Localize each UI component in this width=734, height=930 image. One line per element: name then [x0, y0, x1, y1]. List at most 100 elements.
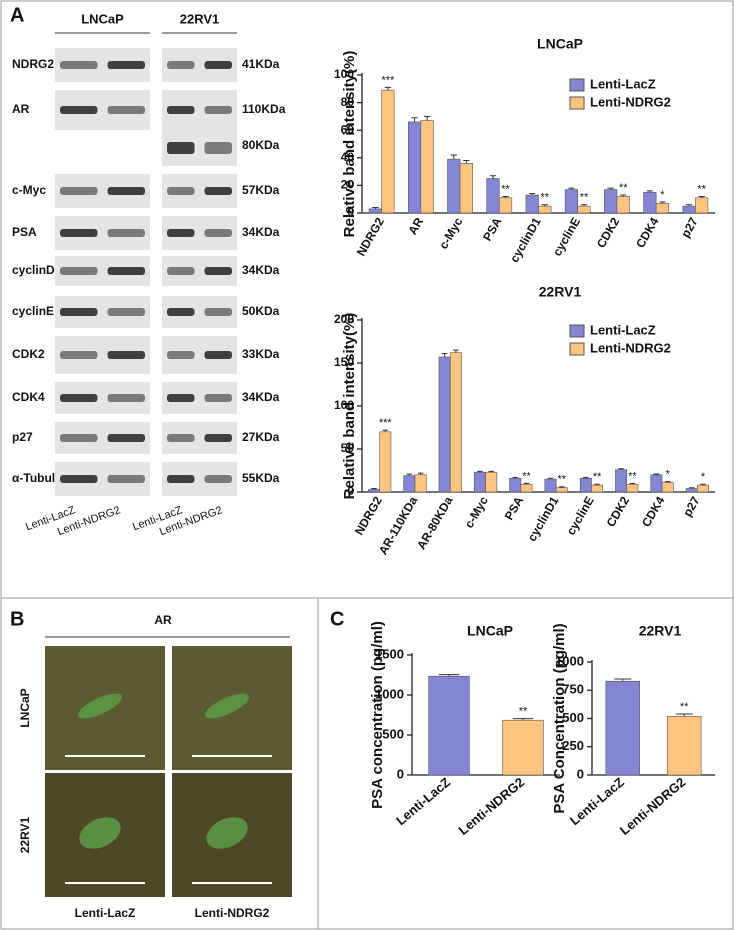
- error-bar: [512, 718, 534, 721]
- significance: **: [501, 183, 510, 195]
- micro-row-label: LNCaP: [18, 688, 32, 727]
- size-label: 27KDa: [242, 430, 280, 444]
- x-tick-label: Lenti-LacZ: [567, 774, 627, 828]
- error-bar: [582, 476, 589, 479]
- significance: **: [593, 471, 602, 483]
- protein-label: p27: [12, 430, 33, 444]
- error-bar: [620, 194, 627, 197]
- blot-band: [167, 106, 195, 114]
- x-tick-label: Lenti-NDRG2: [456, 774, 528, 837]
- chart-title: LNCaP: [537, 36, 583, 52]
- blot-band: [167, 434, 195, 442]
- x-tick-label: AR: [405, 215, 426, 237]
- blot-band: [107, 351, 145, 359]
- blot-band: [60, 187, 98, 195]
- blot-band: [107, 308, 145, 316]
- x-tick-label: Lenti-NDRG2: [617, 774, 689, 837]
- blot-band: [204, 142, 232, 154]
- blot-band: [167, 475, 195, 483]
- blot-band: [107, 475, 145, 483]
- blot-band: [204, 475, 232, 483]
- legend-swatch: [569, 78, 585, 92]
- size-label: 57KDa: [242, 183, 280, 197]
- legend-label: Lenti-LacZ: [590, 322, 656, 337]
- bar: [509, 477, 522, 493]
- significance: **: [519, 706, 528, 718]
- blot-band: [60, 61, 98, 69]
- error-bar: [547, 477, 554, 480]
- bar: [538, 205, 552, 214]
- significance: **: [522, 470, 531, 482]
- size-label: 34KDa: [242, 263, 280, 277]
- error-bar: [675, 713, 693, 717]
- y-tick-label: 60: [341, 122, 355, 136]
- error-bar: [646, 190, 654, 193]
- y-tick-label: 500: [382, 726, 404, 741]
- bar: [368, 489, 380, 493]
- bar: [438, 356, 451, 493]
- x-tick-label: cyclinD1: [525, 494, 562, 544]
- bar: [473, 471, 486, 493]
- error-bar: [618, 468, 624, 470]
- x-tick-label: AR-80KDa: [414, 494, 456, 552]
- bar: [459, 163, 473, 214]
- x-tick-label: CDK4: [639, 494, 668, 530]
- error-bar: [580, 204, 588, 207]
- significance: *: [701, 471, 706, 483]
- blot-band: [204, 187, 232, 195]
- x-tick-label: NDRG2: [354, 215, 387, 259]
- cell: [204, 693, 250, 719]
- significance: **: [558, 474, 567, 486]
- bar: [655, 203, 670, 214]
- bar: [577, 205, 591, 214]
- blot-band: [204, 61, 232, 69]
- bar: [579, 477, 592, 493]
- bar: [502, 719, 544, 776]
- blot-band: [107, 229, 145, 237]
- x-tick-label: cyclinD1: [507, 215, 544, 265]
- x-tick-label: c-Myc: [462, 494, 491, 531]
- y-tick-label: 0: [347, 205, 354, 219]
- blot-band: [60, 394, 98, 402]
- y-tick-label: 200: [334, 312, 354, 326]
- error-bar: [477, 470, 483, 473]
- error-bar: [438, 674, 460, 677]
- error-bar: [453, 349, 459, 353]
- significance: ***: [379, 417, 393, 429]
- significance: **: [619, 182, 628, 194]
- blot-band: [60, 308, 98, 316]
- error-bar: [594, 483, 600, 486]
- bar: [643, 192, 657, 214]
- blot-band: [107, 267, 145, 275]
- error-bar: [417, 472, 424, 475]
- error-bar: [488, 470, 495, 473]
- bar: [520, 483, 533, 493]
- error-bar: [664, 481, 671, 483]
- bar: [667, 715, 702, 776]
- chart-title: LNCaP: [467, 623, 513, 639]
- error-bar: [685, 204, 693, 207]
- significance: *: [660, 189, 665, 201]
- error-bar: [371, 488, 377, 490]
- y-tick-label: 1500: [375, 646, 404, 661]
- y-axis-label: PSA concentration (pg/ml): [369, 621, 386, 809]
- size-label: 41KDa: [242, 57, 280, 71]
- protein-label: AR: [12, 102, 30, 116]
- error-bar: [629, 482, 636, 485]
- blot-band: [60, 229, 98, 237]
- y-tick-label: 250: [562, 738, 584, 753]
- y-tick-label: 1000: [375, 686, 404, 701]
- legend-swatch: [569, 96, 585, 110]
- blot-band: [60, 106, 98, 114]
- bar: [420, 120, 434, 214]
- legend-label: Lenti-NDRG2: [590, 340, 671, 355]
- bar: [447, 158, 461, 214]
- blot-band: [60, 475, 98, 483]
- y-axis-label: Relative band intensity(%): [341, 51, 358, 238]
- y-axis-label: Relative band intensity(%): [341, 313, 358, 500]
- blot-band: [204, 394, 232, 402]
- x-tick-label: cyclinE: [564, 494, 597, 537]
- x-tick-label: p27: [678, 215, 701, 240]
- bar: [485, 471, 498, 493]
- blot-band: [204, 106, 232, 114]
